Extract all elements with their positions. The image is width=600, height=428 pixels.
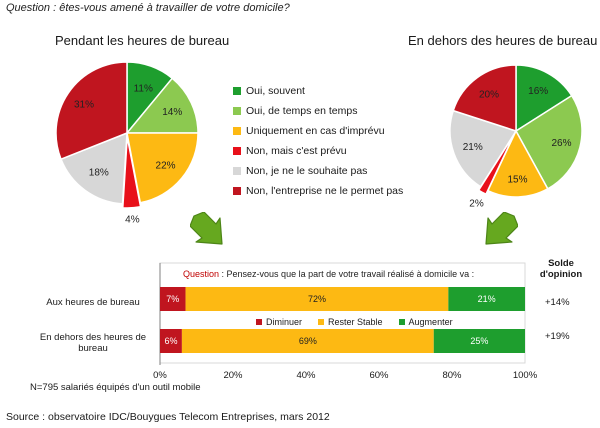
legend-label: Uniquement en cas d'imprévu	[246, 125, 385, 137]
question-text: Question : êtes-vous amené à travailler …	[6, 2, 290, 14]
x-tick-label: 60%	[369, 370, 389, 381]
pie-slice-label: 20%	[479, 89, 499, 100]
pie-slice	[452, 64, 517, 133]
legend-item: Non, l'entreprise ne le permet pas	[233, 181, 403, 201]
bar-question-label: Question	[183, 269, 220, 279]
sample-note: N=795 salariés équipés d'un outil mobile	[30, 382, 201, 393]
bar-question-text: : Pensez-vous que la part de votre trava…	[219, 269, 475, 279]
legend-item: Non, je ne le souhaite pas	[233, 161, 403, 181]
pie1-title: Pendant les heures de bureau	[55, 33, 230, 48]
bar-legend: Diminuer Rester Stable Augmenter	[256, 317, 453, 327]
bar-segment	[160, 287, 186, 311]
bar-segment	[181, 329, 434, 353]
pie-slice	[486, 129, 549, 198]
bar-segment	[433, 329, 525, 353]
pie-chart-outside-hours: 16% 26% 15% 2% 21% 20%	[449, 64, 583, 209]
pie2-title: En dehors des heures de bureau	[408, 33, 598, 48]
pie-slice-label: 22%	[156, 160, 176, 171]
legend-swatch	[233, 147, 241, 155]
bar-legend-swatch	[318, 319, 325, 325]
pie-slice-label: 11%	[134, 83, 153, 94]
pie-slice-label: 16%	[528, 86, 548, 97]
legend-label: Non, l'entreprise ne le permet pas	[246, 185, 404, 197]
bar-segment-label: 25%	[470, 336, 488, 346]
x-tick-label: 80%	[442, 370, 462, 381]
legend-item: Non, mais c'est prévu	[233, 141, 403, 161]
legend-label: Non, mais c'est prévu	[246, 145, 347, 157]
solde-value-outside-hours: +19%	[545, 331, 570, 342]
bar-legend-item: Diminuer	[256, 317, 302, 327]
legend-swatch	[233, 107, 241, 115]
pie-slice	[126, 132, 199, 204]
legend-swatch	[233, 127, 241, 135]
legend-item: Oui, souvent	[233, 81, 403, 101]
bar-segment	[160, 329, 182, 353]
legend-swatch	[233, 167, 241, 175]
legend-label: Non, je ne le souhaite pas	[246, 165, 368, 177]
bar-legend-swatch	[398, 319, 405, 325]
solde-header: Solde d'opinion	[539, 258, 583, 280]
pie-slice	[125, 77, 199, 134]
bar-segment-label: 7%	[166, 294, 179, 304]
legend-item: Oui, de temps en temps	[233, 101, 403, 121]
bar-legend-swatch	[256, 319, 262, 325]
pie-slice-label: 14%	[162, 107, 182, 118]
pie-chart-office-hours: 11% 14% 22% 4% 18% 31%	[55, 61, 199, 225]
legend-swatch	[233, 87, 241, 95]
pie-slice-label: 18%	[89, 167, 109, 178]
pie-slice-label: 26%	[552, 138, 572, 149]
bar-legend-item: Augmenter	[398, 317, 453, 327]
bar-legend-label: Augmenter	[408, 317, 453, 327]
bar-segment-label: 21%	[478, 294, 496, 304]
bar-question: Question : Pensez-vous que la part de vo…	[183, 269, 474, 279]
pie-slice	[55, 61, 128, 161]
legend-label: Oui, souvent	[246, 85, 305, 97]
pie-slice-label: 2%	[469, 198, 484, 209]
pie-slice-label: 31%	[74, 99, 94, 110]
row-label-office-hours: Aux heures de bureau	[46, 297, 140, 308]
pie-slice-label: 15%	[507, 174, 527, 185]
bar-segment-label: 6%	[164, 336, 177, 346]
bar-legend-label: Rester Stable	[328, 317, 383, 327]
pie-slice	[60, 131, 128, 205]
x-tick-label: 0%	[153, 370, 167, 381]
x-tick-label: 100%	[513, 370, 538, 381]
pie-slice	[515, 64, 573, 133]
arrow-down-left-icon	[485, 212, 518, 245]
bar-segment-label: 72%	[308, 294, 326, 304]
pie-slice	[477, 134, 515, 196]
pie-slice	[121, 136, 142, 209]
pie-legend: Oui, souvent Oui, de temps en temps Uniq…	[233, 81, 403, 201]
row-label-outside-hours: En dehors des heures de bureau	[39, 332, 147, 354]
source-note: Source : observatoire IDC/Bouygues Telec…	[6, 411, 330, 423]
pie-slice	[515, 94, 583, 190]
legend-item: Uniquement en cas d'imprévu	[233, 121, 403, 141]
legend-swatch	[233, 187, 241, 195]
pie-slice	[449, 109, 518, 188]
x-tick-label: 40%	[296, 370, 316, 381]
x-tick-label: 20%	[223, 370, 243, 381]
solde-value-office-hours: +14%	[545, 297, 570, 308]
legend-label: Oui, de temps en temps	[246, 105, 358, 117]
pie-slice-label: 21%	[463, 142, 483, 153]
pie-slice-label: 4%	[125, 214, 140, 225]
bar-legend-item: Rester Stable	[318, 317, 383, 327]
bar-legend-label: Diminuer	[266, 317, 303, 327]
arrow-down-right-icon	[190, 212, 223, 245]
bar-segment	[448, 287, 525, 311]
bar-segment-label: 69%	[299, 336, 317, 346]
bar-segment	[185, 287, 449, 311]
